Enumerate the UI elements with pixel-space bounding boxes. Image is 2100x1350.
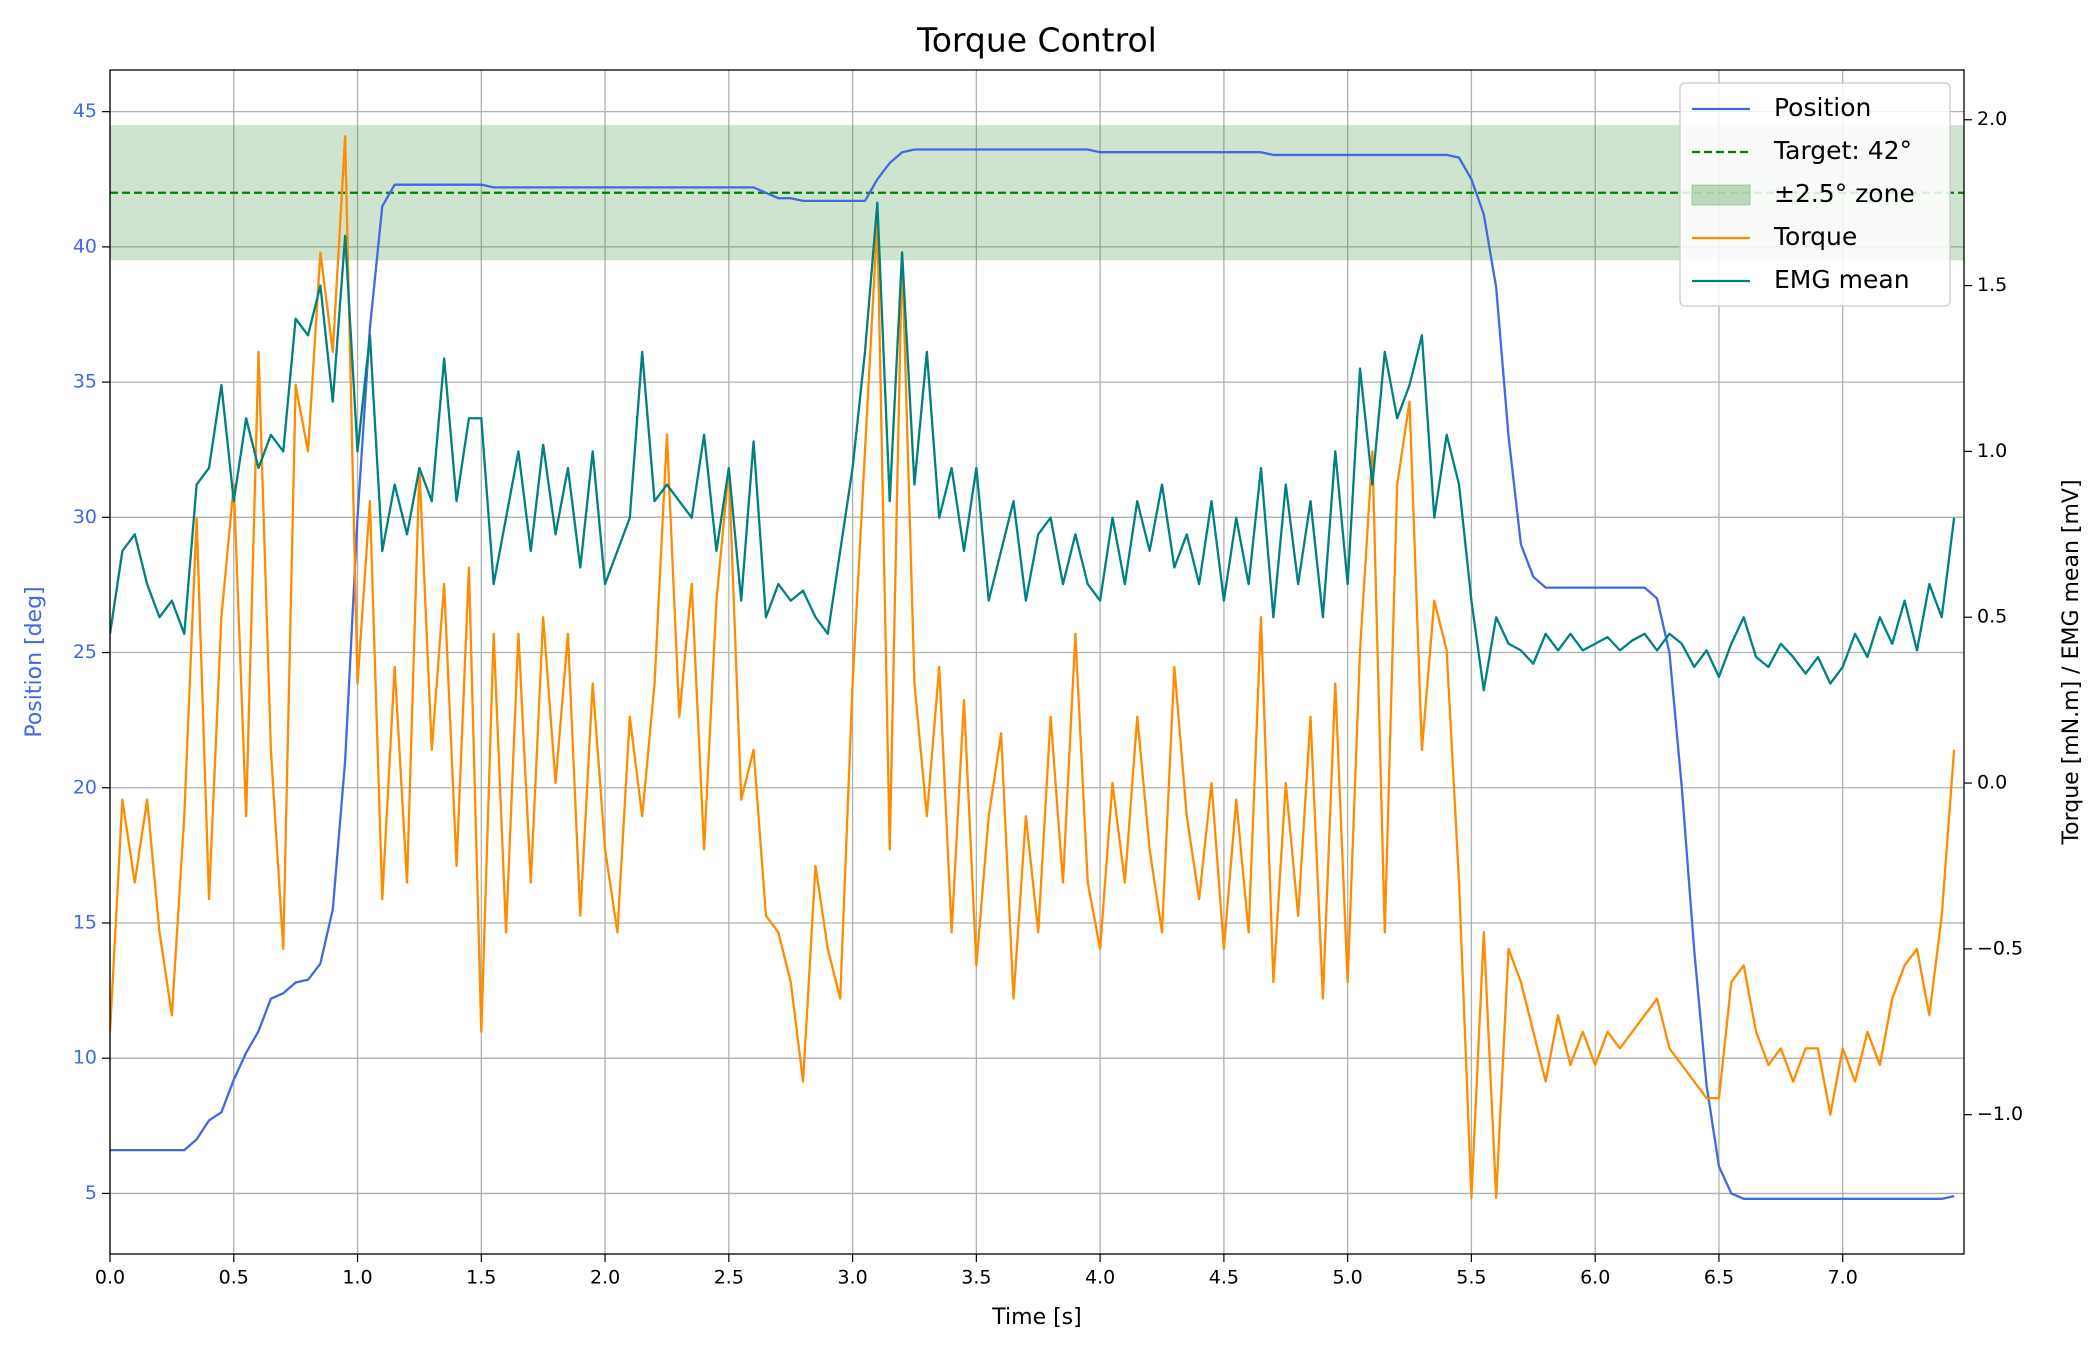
y2-tick-label: 1.5	[1977, 274, 2007, 296]
y-tick-label: 20	[73, 776, 97, 798]
y2-tick-label: 0.5	[1977, 606, 2007, 628]
legend: Position Target: 42° ±2.5° zone Torque EMG m…	[1679, 82, 1951, 307]
plot-layer: 0.0 0.5 1.0 1.5 2.0 2.5 3.0 3.5 4.0 4.5 5.0 5.5 6.0 6…	[73, 70, 2023, 1289]
y2-tick-label: 0.0	[1977, 772, 2007, 794]
series-line	[110, 148, 1955, 1200]
y-tick-label: 10	[73, 1047, 97, 1069]
x-tick-label: 3.5	[961, 1267, 991, 1289]
x-tick-label: 0.0	[95, 1267, 125, 1289]
x-tick-label: 1.0	[342, 1267, 372, 1289]
x-axis-label: Time [s]	[991, 1305, 1081, 1330]
y-axis-label: Position [deg]	[22, 586, 47, 737]
y2-tick-label: 2.0	[1977, 108, 2007, 130]
y-tick-label: 25	[73, 641, 97, 663]
x-tick-label: 3.0	[837, 1267, 867, 1289]
x-tick-label: 5.5	[1456, 1267, 1486, 1289]
legend-box	[1679, 82, 1951, 307]
y-tick-label: 30	[73, 506, 97, 528]
series-line	[110, 201, 1956, 692]
y-tick-label: 40	[73, 235, 97, 257]
chart-title: Torque Control	[916, 21, 1157, 60]
x-tick-label: 2.5	[714, 1267, 744, 1289]
legend-swatch	[1691, 184, 1751, 206]
y2-tick-label: −0.5	[1977, 937, 2023, 959]
x-tick-label: 7.0	[1828, 1267, 1858, 1289]
series-line	[110, 135, 1956, 1199]
lines-layer	[110, 125, 1964, 1200]
legend-label: ±2.5° zone	[1774, 179, 1915, 208]
x-tick-label: 4.0	[1085, 1267, 1115, 1289]
legend-label: Target: 42°	[1773, 136, 1912, 165]
y-tick-label: 5	[85, 1182, 97, 1204]
x-tick-label: 4.5	[1209, 1267, 1239, 1289]
y2-tick-label: 1.0	[1977, 440, 2007, 462]
x-tick-label: 2.0	[590, 1267, 620, 1289]
x-tick-label: 6.5	[1704, 1267, 1734, 1289]
plot-frame	[109, 69, 1965, 1255]
legend-label: Torque	[1773, 222, 1857, 251]
y-tick-label: 15	[73, 911, 97, 933]
x-tick-label: 6.0	[1580, 1267, 1610, 1289]
x-tick-label: 5.0	[1333, 1267, 1363, 1289]
y-tick-label: 45	[73, 100, 97, 122]
legend-label: Position	[1774, 93, 1871, 122]
y-tick-label: 35	[73, 371, 97, 393]
y2-axis-label: Torque [mN.m] / EMG mean [mV]	[2059, 479, 2084, 845]
x-tick-label: 1.5	[466, 1267, 496, 1289]
legend-label: EMG mean	[1774, 265, 1910, 294]
x-tick-label: 0.5	[219, 1267, 249, 1289]
y2-tick-label: −1.0	[1977, 1103, 2023, 1125]
